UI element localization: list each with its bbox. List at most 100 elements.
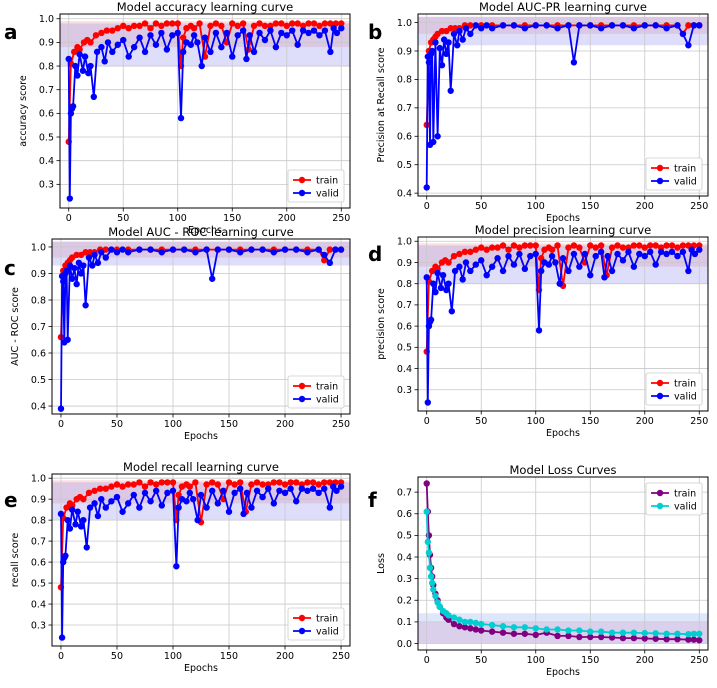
chart1-series-train-point [218,22,225,30]
chart5-series-valid-point [298,485,306,492]
chart5-series-train-point [91,487,98,494]
chart5-y-tick-label: 0.5 [31,578,46,589]
chart2-series-train-point [685,22,692,29]
chart1-series-train-point [120,22,127,30]
chart3-y-tick-label: 0.7 [31,322,46,333]
chart5-series-valid-point [321,485,328,492]
chart5-series-valid-point [57,510,65,518]
panel-letter-b: b [368,20,383,44]
chart5-series-valid-point [270,500,278,507]
chart5-series-valid-point [225,508,233,515]
chart2-x-tick-label: 50 [475,201,487,212]
chart5-series-valid-point [194,516,201,524]
chart2-y-tick-label: 0.4 [397,188,412,199]
chart2-legend: train valid [645,157,703,191]
chart2-series-valid-point [630,25,638,32]
chart5-y-tick-label: 0.3 [31,620,46,631]
chart5-series-valid-point [64,516,71,524]
chart5-series-train-point [293,479,300,486]
chart1-series-valid-point [256,29,263,37]
chart5-series-train-point [209,479,216,486]
chart5-y-tick-label: 0.8 [31,515,46,526]
chart5-series-valid-point [173,563,180,570]
chart5-series-train-point [164,479,171,486]
chart6-series-valid-point [499,623,507,630]
chart1-series-valid-point [333,29,341,37]
chart5-series-train-point [141,483,149,490]
chart4-series-valid-point [679,248,687,256]
chart3-x-axis-label: Epochs [184,431,218,442]
chart5-series-valid-point [231,489,238,497]
chart6-series-valid-point [456,616,463,623]
chart5-series-valid-point [113,493,121,501]
chart4-series-valid-point [565,267,572,275]
chart2-series-valid-point [652,22,659,29]
chart6-series-valid-point [674,630,681,637]
chart3-series-valid-point [337,246,345,253]
chart5-series-train-point [186,483,193,490]
chart5-series-valid-point [147,498,154,505]
chart5-series-valid-point [315,489,322,497]
chart6-x-tick-label: 200 [636,655,654,666]
chart6-series-train-point [499,629,507,636]
chart1-series-valid-point [272,43,280,51]
chart5-series-valid-point [276,487,283,494]
chart4-series-valid-point [443,286,450,294]
chart3-series-valid-point [214,246,222,253]
chart5-legend-train-marker [298,614,306,622]
chart5-series-valid-point [175,504,182,511]
chart4-group: 0 50 100 150 200 250 0.3 0.4 0.5 0.6 0.7 0.8 0.9 1.0 M… [376,223,709,439]
chart4-series-valid-point [636,250,643,258]
chart5-series-train-point [119,483,126,490]
chart6-x-tick-label: 50 [475,655,487,666]
chart2-x-tick-label: 250 [690,201,708,212]
chart4-series-train-point [630,242,638,249]
chart6-frame [417,476,709,651]
chart5-series-train-point [192,479,199,486]
chart6-series-valid-point [641,629,648,637]
chart1-x-tick-label: 200 [278,213,296,224]
chart3-series-valid-point [102,254,109,261]
chart6-series-train-point [663,635,670,643]
chart3-series-valid-point [77,270,85,277]
chart5-series-valid-point [197,491,205,499]
chart1-series-valid-point [212,29,220,37]
chart5-series-valid-point [130,491,137,499]
chart5-series-train-point [231,481,238,488]
chart1-series-valid-point [187,41,195,48]
chart4-series-valid-point [478,257,485,264]
chart1-y-tick-label: 0.4 [39,156,54,167]
chart4-series-train-point [647,242,654,249]
chart3-series-valid-point [326,259,334,267]
chart4-y-tick-label: 0.6 [397,321,412,332]
chart6-series-train-point [510,630,518,637]
chart1-series-valid-point [93,48,101,56]
chart5-series-valid-point [287,485,294,492]
chart6-series-train-point [461,624,469,631]
chart3-legend-train-marker [298,382,306,390]
panel-letter-e: e [4,488,18,512]
chart5-series-valid-point [86,504,94,511]
chart2-series-valid-point [696,22,703,29]
chart1-series-train-point [316,22,323,30]
chart6-series-valid-point [432,592,439,600]
chart1-series-valid-point [65,55,72,63]
chart4-x-tick-label: 50 [475,416,487,427]
chart1-series-train-point [169,20,176,27]
chart4-series-valid-point [625,248,632,256]
chart5-series-valid-point [58,634,66,641]
chart4-series-train-point [592,244,599,251]
chart6-series-train-point [521,630,529,637]
chart1-group: 0 50 100 150 200 250 0.3 0.4 0.5 0.6 0.7 0.8 0.9 1.0 M… [18,0,351,236]
chart2-series-valid-point [532,22,539,29]
chart5-series-valid-point [91,500,98,507]
chart1-series-valid-point [141,48,149,56]
chart1-series-train-point [163,20,171,27]
chart6-series-valid-point [554,626,561,633]
chart3-series-valid-point [119,246,126,253]
chart6-series-valid-point [467,618,474,626]
chart3-series-valid-point [180,246,188,253]
chart1-x-tick-label: 0 [66,213,72,224]
chart1-legend-train-marker [298,176,306,184]
